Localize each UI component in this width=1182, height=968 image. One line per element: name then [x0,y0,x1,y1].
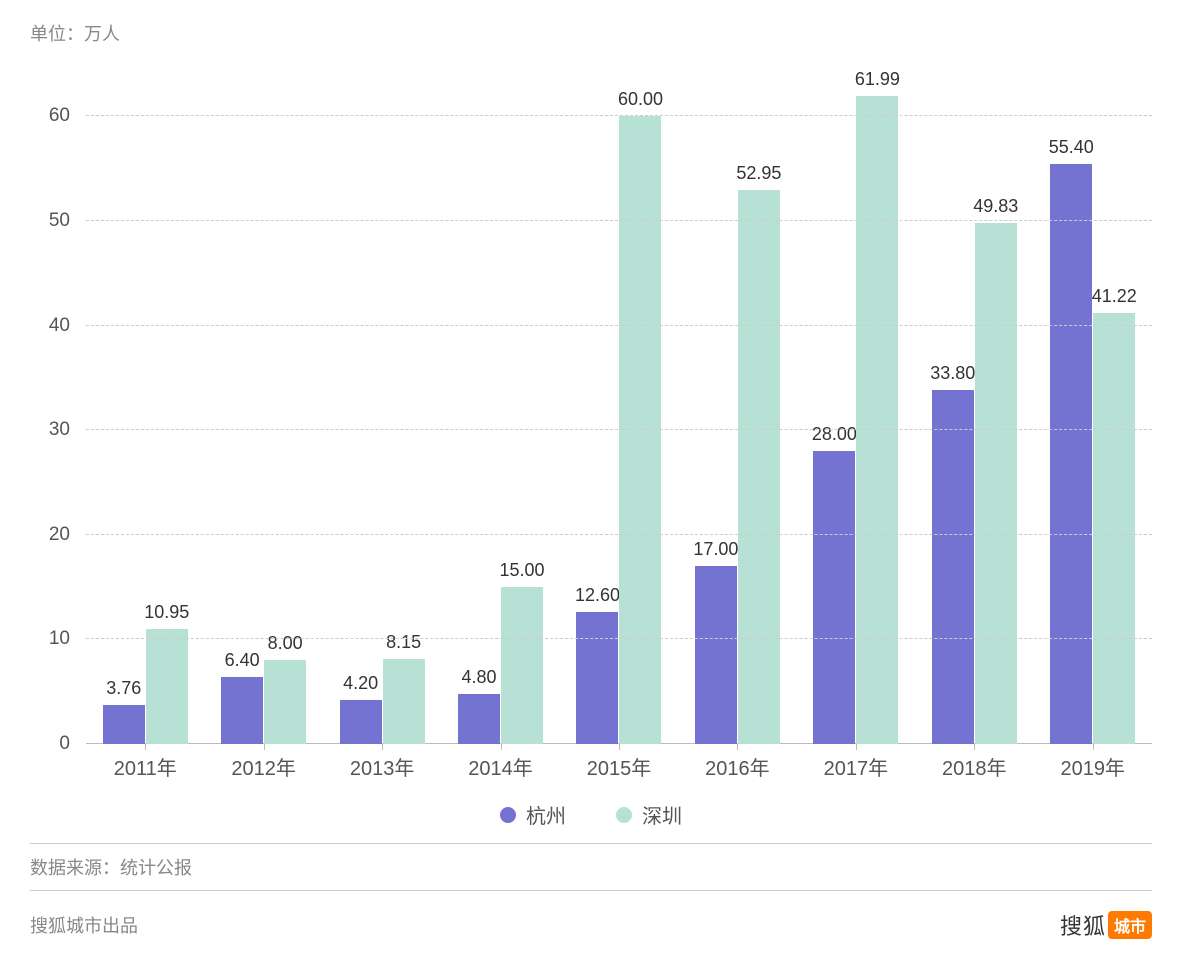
bar-group: 12.6060.00 [560,64,678,744]
x-tick: 2018年 [915,744,1033,784]
bar-group: 33.8049.83 [915,64,1033,744]
bar: 52.95 [738,190,780,744]
x-tick: 2012年 [204,744,322,784]
data-source: 数据来源：统计公报 [30,843,1152,891]
bar: 28.00 [813,451,855,744]
bar-group: 4.208.15 [323,64,441,744]
bar-value-label: 49.83 [973,196,1018,217]
bar-value-label: 10.95 [144,602,189,623]
gridline [86,115,1152,116]
legend-label: 杭州 [526,800,566,829]
bar-value-label: 4.80 [462,667,497,688]
x-tick: 2013年 [323,744,441,784]
bar: 4.80 [458,694,500,744]
x-tick: 2016年 [678,744,796,784]
y-tick: 30 [30,419,70,441]
bar-value-label: 8.00 [268,633,303,654]
bar-value-label: 33.80 [930,363,975,384]
gridline [86,429,1152,430]
bar-value-label: 4.20 [343,673,378,694]
y-tick: 40 [30,315,70,337]
bar: 3.76 [103,705,145,744]
bar-value-label: 55.40 [1049,137,1094,158]
bar-value-label: 61.99 [855,69,900,90]
bar-value-label: 3.76 [106,678,141,699]
y-tick: 10 [30,628,70,650]
producer-label: 搜狐城市出品 [30,912,138,938]
x-tick: 2014年 [441,744,559,784]
y-tick: 20 [30,524,70,546]
bar: 17.00 [695,566,737,744]
bar: 55.40 [1050,164,1092,744]
bar-value-label: 60.00 [618,89,663,110]
bar: 61.99 [856,96,898,745]
unit-label: 单位：万人 [30,20,1152,46]
legend-label: 深圳 [642,800,682,829]
bar-value-label: 41.22 [1092,286,1137,307]
gridline [86,534,1152,535]
bar: 8.15 [383,659,425,744]
bar: 8.00 [264,660,306,744]
bar-value-label: 6.40 [225,650,260,671]
bars-container: 3.7610.956.408.004.208.154.8015.0012.606… [86,64,1152,744]
gridline [86,325,1152,326]
plot-area: 3.7610.956.408.004.208.154.8015.0012.606… [86,64,1152,744]
bar: 33.80 [932,390,974,744]
bar-group: 17.0052.95 [678,64,796,744]
legend-item: 深圳 [616,800,682,829]
bar-value-label: 8.15 [386,632,421,653]
brand-text: 搜狐 [1060,909,1106,941]
bar: 10.95 [146,629,188,744]
x-tick: 2019年 [1034,744,1152,784]
bar-group: 4.8015.00 [441,64,559,744]
bar-value-label: 15.00 [500,560,545,581]
legend-item: 杭州 [500,800,566,829]
bar-group: 6.408.00 [204,64,322,744]
legend-dot-icon [616,807,632,823]
footer: 搜狐城市出品 搜狐 城市 [30,909,1152,941]
x-axis: 2011年2012年2013年2014年2015年2016年2017年2018年… [86,744,1152,784]
x-tick: 2011年 [86,744,204,784]
x-tick: 2015年 [560,744,678,784]
bar-group: 55.4041.22 [1034,64,1152,744]
bar: 41.22 [1093,313,1135,744]
bar-value-label: 28.00 [812,424,857,445]
bar: 6.40 [221,677,263,744]
bar-value-label: 52.95 [736,163,781,184]
brand-badge: 城市 [1108,911,1152,939]
bar-value-label: 12.60 [575,585,620,606]
bar: 12.60 [576,612,618,744]
bar: 60.00 [619,116,661,744]
bar-group: 28.0061.99 [797,64,915,744]
y-tick: 0 [30,733,70,755]
bar: 15.00 [501,587,543,744]
legend-dot-icon [500,807,516,823]
y-tick: 60 [30,105,70,127]
bar: 49.83 [975,223,1017,744]
gridline [86,638,1152,639]
y-tick: 50 [30,210,70,232]
bar-group: 3.7610.95 [86,64,204,744]
chart: 0102030405060 3.7610.956.408.004.208.154… [30,64,1152,784]
gridline [86,220,1152,221]
brand-logo: 搜狐 城市 [1060,909,1152,941]
x-tick: 2017年 [797,744,915,784]
bar: 4.20 [340,700,382,744]
legend: 杭州 深圳 [30,800,1152,829]
bar-value-label: 17.00 [693,539,738,560]
y-axis: 0102030405060 [30,64,76,744]
